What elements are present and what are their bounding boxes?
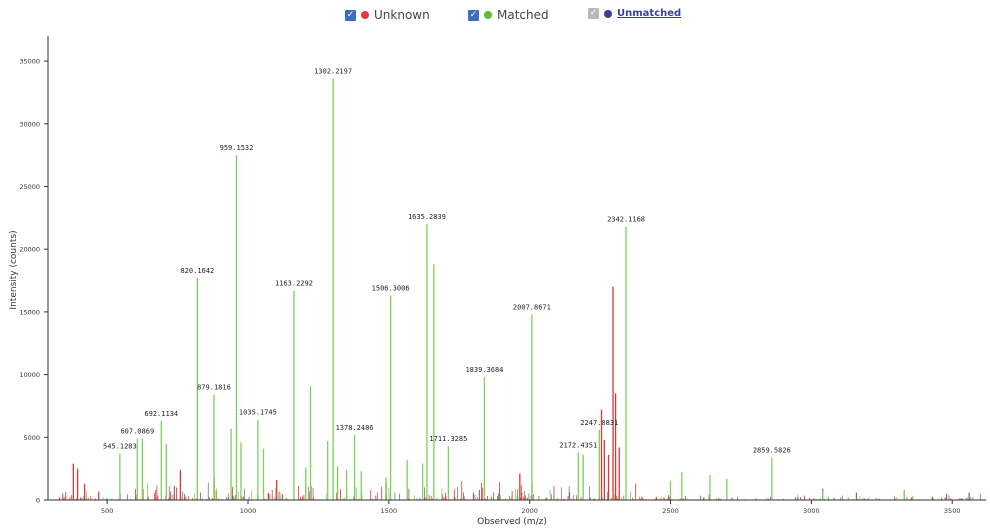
peak-label: 2342.1168 xyxy=(607,216,645,224)
legend-item-matched[interactable]: ✓ Matched xyxy=(468,8,549,22)
checkbox-checked-icon[interactable]: ✓ xyxy=(468,9,479,21)
legend: ✓ Unknown ✓ Matched ✓ Unmatched xyxy=(0,8,990,26)
peak-label: 1163.2292 xyxy=(275,280,313,288)
y-tick-label: 15000 xyxy=(19,308,40,316)
x-axis-title: Observed (m/z) xyxy=(477,517,547,527)
peak-label: 2172.4351 xyxy=(559,441,597,449)
x-tick-label: 3000 xyxy=(803,507,820,515)
y-tick-label: 0 xyxy=(36,497,40,505)
checkbox-checked-icon[interactable]: ✓ xyxy=(588,8,599,19)
legend-item-unknown[interactable]: ✓ Unknown xyxy=(345,8,430,22)
legend-dot-icon xyxy=(604,9,612,18)
peak-label: 959.1532 xyxy=(220,144,254,152)
peak-label: 1035.1745 xyxy=(239,409,277,417)
peak-label: 1506.3006 xyxy=(372,285,410,293)
x-tick-label: 2500 xyxy=(662,507,679,515)
legend-dot-icon xyxy=(361,11,369,19)
peak-label: 545.1283 xyxy=(103,443,137,451)
peak-label: 879.1816 xyxy=(197,384,231,392)
peak-labels: 545.1283 607.0869 692.1134 820.1642 879.1816… xyxy=(103,68,791,455)
peak-label: 1635.2839 xyxy=(408,213,446,221)
y-tick-label: 10000 xyxy=(19,371,40,379)
x-tick-label: 500 xyxy=(101,507,113,515)
x-tick-label: 2000 xyxy=(521,507,538,515)
y-tick-label: 20000 xyxy=(19,246,40,254)
legend-dot-icon xyxy=(484,11,492,19)
x-tick-label: 1500 xyxy=(381,507,398,515)
peak-bars xyxy=(72,78,982,500)
y-tick-label: 5000 xyxy=(23,434,40,442)
peak-label: 692.1134 xyxy=(144,410,178,418)
peak-label: 1839.3684 xyxy=(465,366,503,374)
peak-label: 607.0869 xyxy=(120,428,154,436)
peak-label: 1378.2486 xyxy=(336,424,374,432)
peak-label: 2859.5826 xyxy=(753,446,791,454)
axes: 0 5000 10000 15000 20000 25000 30000 35000 500 10… xyxy=(19,36,986,515)
peak-label: 1302.2197 xyxy=(314,68,352,76)
y-tick-label: 25000 xyxy=(19,183,40,191)
peak-label: 820.1642 xyxy=(180,267,214,275)
y-tick-label: 35000 xyxy=(19,58,40,66)
x-tick-label: 3500 xyxy=(944,507,961,515)
x-tick-label: 1000 xyxy=(240,507,257,515)
peak-label: 2247.0831 xyxy=(580,419,618,427)
y-axis-title: Intensity (counts) xyxy=(9,230,19,309)
peak-label: 2007.8671 xyxy=(513,303,551,311)
legend-item-unmatched[interactable]: ✓ Unmatched xyxy=(588,8,681,19)
y-tick-label: 30000 xyxy=(19,120,40,128)
legend-label-matched: Matched xyxy=(497,8,549,22)
legend-label-unmatched: Unmatched xyxy=(617,8,682,19)
peak-label: 1711.3285 xyxy=(429,435,467,443)
legend-label-unknown: Unknown xyxy=(374,8,430,22)
checkbox-checked-icon[interactable]: ✓ xyxy=(345,9,356,21)
